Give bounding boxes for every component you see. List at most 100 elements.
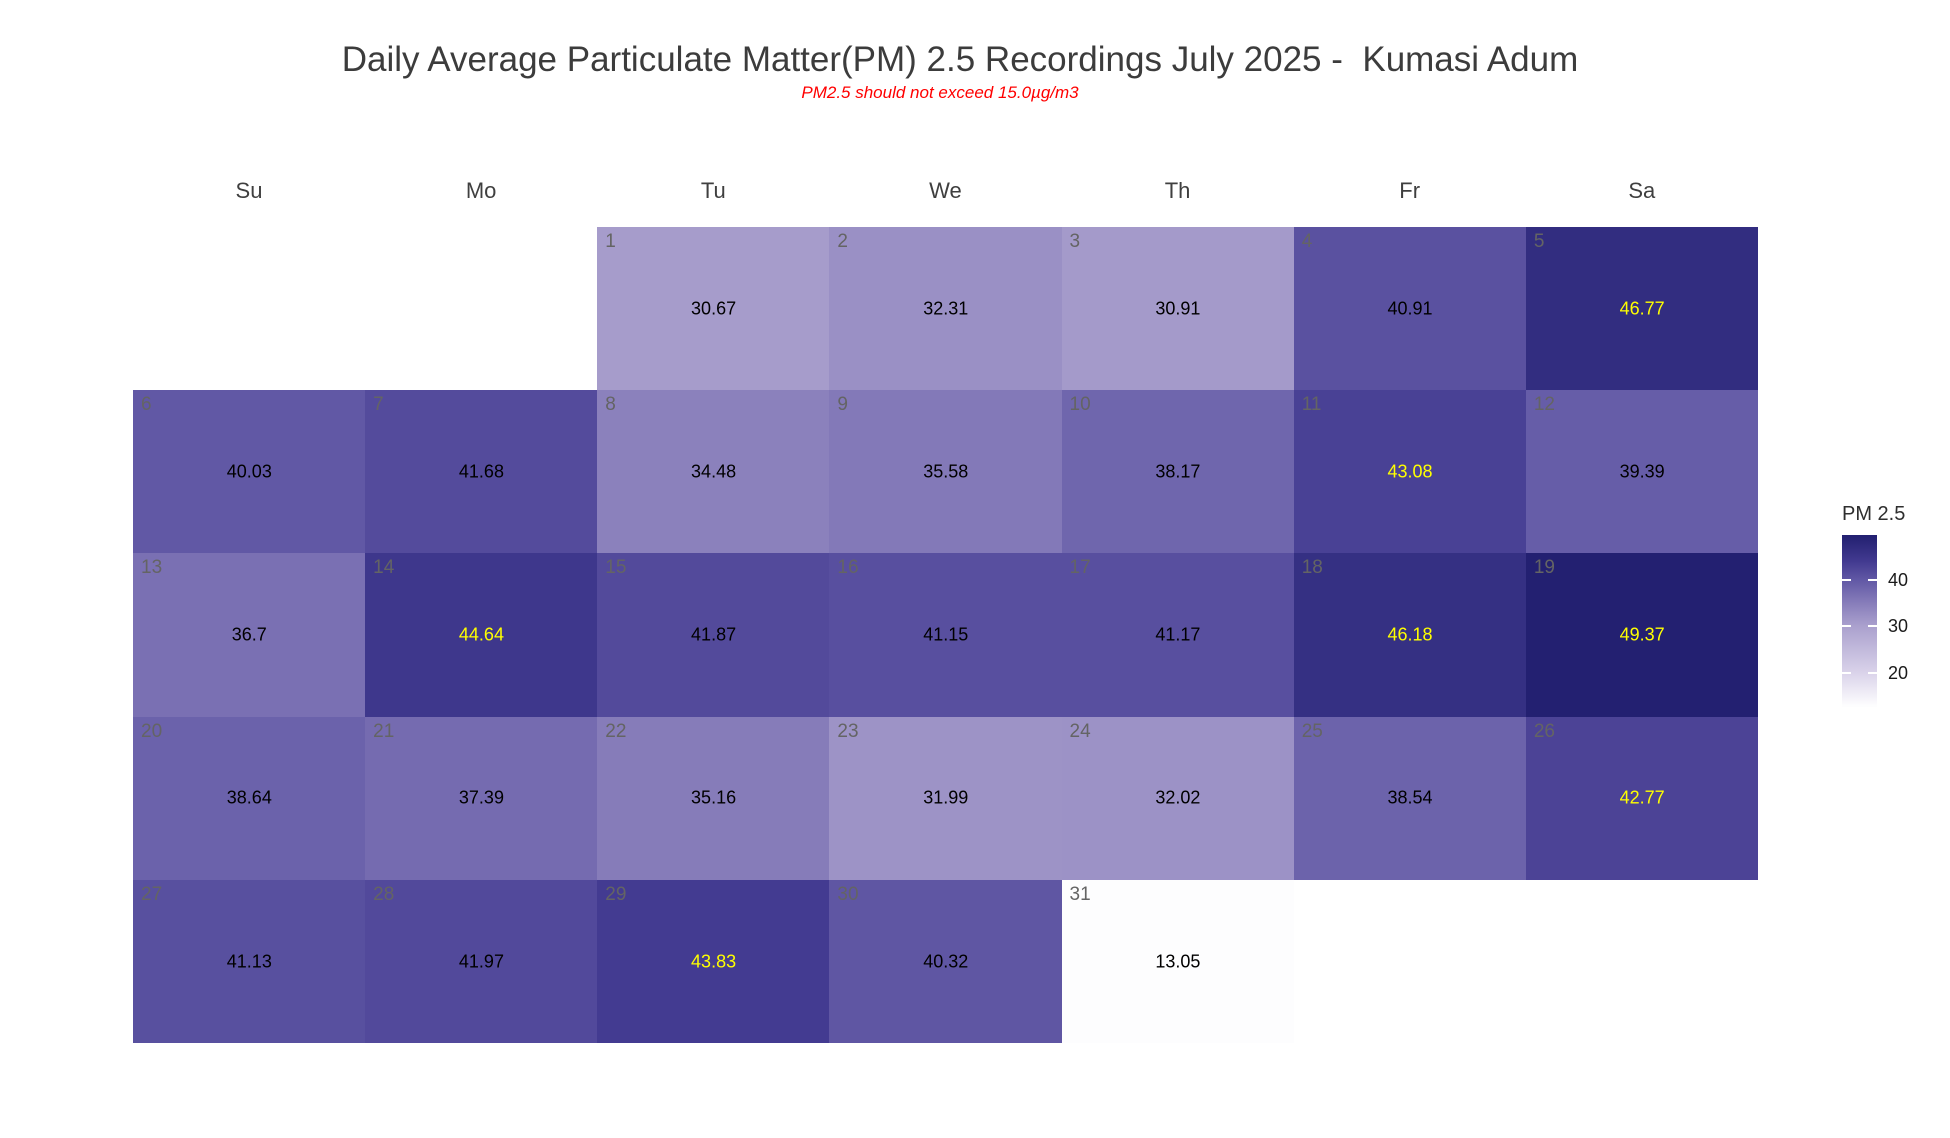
calendar-day-cell: 2 32.31 <box>829 227 1063 391</box>
legend-tick-label: 30 <box>1888 616 1909 637</box>
day-pm-value: 41.97 <box>458 951 504 972</box>
day-number: 18 <box>1301 557 1323 579</box>
calendar-day-cell: 4 40.91 <box>1293 227 1527 391</box>
day-number: 24 <box>1069 720 1091 742</box>
day-pm-value: 41.68 <box>458 461 504 482</box>
legend-tick-mark <box>1842 578 1851 581</box>
day-number: 23 <box>837 720 859 742</box>
day-pm-value: 35.58 <box>923 461 969 482</box>
weekday-header-fr: Fr <box>1399 178 1421 203</box>
day-number: 20 <box>141 720 163 742</box>
day-number: 5 <box>1533 231 1545 252</box>
day-pm-value: 30.67 <box>691 298 737 319</box>
weekday-header-mo: Mo <box>465 178 497 203</box>
day-pm-value: 40.03 <box>226 461 272 482</box>
day-number: 16 <box>837 557 859 579</box>
day-pm-value: 40.91 <box>1387 298 1433 319</box>
day-pm-value: 31.99 <box>923 787 969 808</box>
chart-subtitle: PM2.5 should not exceed 15.0µg/m3 <box>801 83 1079 102</box>
day-pm-value: 38.64 <box>226 787 272 808</box>
calendar-day-cell: 23 31.99 <box>829 716 1063 881</box>
calendar-day-cell: 29 43.83 <box>597 879 830 1044</box>
day-number: 30 <box>837 883 859 905</box>
calendar-day-cell: 24 32.02 <box>1061 716 1295 881</box>
day-pm-value: 30.91 <box>1155 298 1201 319</box>
calendar-day-cell: 20 38.64 <box>133 716 366 881</box>
calendar-day-cell: 5 46.77 <box>1525 227 1759 391</box>
legend-tick-mark <box>1842 672 1851 675</box>
day-pm-value: 43.08 <box>1387 461 1433 482</box>
calendar-day-cell: 16 41.15 <box>829 553 1063 718</box>
day-pm-value: 43.83 <box>691 951 737 972</box>
day-number: 14 <box>373 557 395 579</box>
calendar-day-cell: 9 35.58 <box>829 390 1063 554</box>
day-pm-value: 37.39 <box>458 787 504 808</box>
weekday-header-su: Su <box>235 178 263 203</box>
calendar-day-cell: 22 35.16 <box>597 716 830 881</box>
calendar-day-cell: 6 40.03 <box>133 390 366 554</box>
day-number: 13 <box>141 557 163 579</box>
day-number: 11 <box>1301 394 1322 416</box>
calendar-day-cell: 12 39.39 <box>1525 390 1759 554</box>
day-pm-value: 39.39 <box>1619 461 1665 482</box>
calendar-day-cell: 7 41.68 <box>365 390 598 554</box>
calendar-day-cell: 14 44.64 <box>365 553 598 718</box>
day-number: 27 <box>141 883 163 905</box>
day-pm-value: 13.05 <box>1155 951 1201 972</box>
day-number: 25 <box>1301 720 1323 742</box>
day-number: 19 <box>1533 557 1555 579</box>
legend-title: PM 2.5 <box>1842 503 1906 525</box>
day-pm-value: 44.64 <box>458 624 504 645</box>
calendar-day-cell: 21 37.39 <box>365 716 598 881</box>
day-number: 28 <box>373 883 395 905</box>
weekday-header-tu: Tu <box>700 178 726 203</box>
calendar-day-cell: 18 46.18 <box>1293 553 1527 718</box>
day-pm-value: 38.17 <box>1155 461 1201 482</box>
calendar-day-cell: 3 30.91 <box>1061 227 1295 391</box>
day-pm-value: 32.02 <box>1155 787 1201 808</box>
day-number: 10 <box>1069 394 1091 416</box>
day-number: 2 <box>837 231 848 252</box>
calendar-day-cell: 19 49.37 <box>1525 553 1759 718</box>
calendar-day-cell: 10 38.17 <box>1061 390 1295 554</box>
day-pm-value: 41.87 <box>691 624 737 645</box>
legend-colorbar <box>1842 535 1877 707</box>
calendar-day-cell: 17 41.17 <box>1061 553 1295 718</box>
day-number: 17 <box>1069 557 1091 579</box>
weekday-header-th: Th <box>1164 178 1191 203</box>
day-pm-value: 46.18 <box>1387 624 1433 645</box>
day-pm-value: 34.48 <box>691 461 737 482</box>
day-number: 29 <box>605 883 627 905</box>
calendar-day-cell: 30 40.32 <box>829 879 1063 1044</box>
day-number: 6 <box>141 394 152 416</box>
day-pm-value: 32.31 <box>923 298 969 319</box>
day-number: 21 <box>373 720 395 742</box>
calendar-day-cell: 26 42.77 <box>1525 716 1759 881</box>
calendar-day-cell: 13 36.7 <box>133 553 366 718</box>
day-pm-value: 38.54 <box>1387 787 1433 808</box>
day-pm-value: 46.77 <box>1619 298 1665 319</box>
legend-tick-label: 20 <box>1888 663 1909 684</box>
day-number: 1 <box>605 231 616 252</box>
calendar-day-cell: 11 43.08 <box>1293 390 1527 554</box>
day-pm-value: 41.15 <box>923 624 969 645</box>
day-pm-value: 35.16 <box>691 787 737 808</box>
day-pm-value: 41.17 <box>1155 624 1201 645</box>
calendar-day-cell: 28 41.97 <box>365 879 598 1044</box>
legend-tick-mark <box>1868 578 1877 581</box>
calendar-day-cell: 8 34.48 <box>597 390 830 554</box>
calendar-day-cell: 1 30.67 <box>597 227 830 391</box>
day-pm-value: 36.7 <box>231 624 267 645</box>
day-number: 7 <box>373 394 384 416</box>
day-pm-value: 41.13 <box>226 951 272 972</box>
day-pm-value: 42.77 <box>1619 787 1665 808</box>
day-number: 4 <box>1301 231 1313 252</box>
calendar-day-cell: 25 38.54 <box>1293 716 1527 881</box>
weekday-header-sa: Sa <box>1628 178 1656 203</box>
chart-title: Daily Average Particulate Matter(PM) 2.5… <box>341 40 1579 79</box>
day-number: 8 <box>605 394 616 416</box>
calendar-day-cell: 31 13.05 <box>1061 879 1295 1044</box>
day-number: 31 <box>1069 883 1091 905</box>
day-number: 26 <box>1533 720 1555 742</box>
